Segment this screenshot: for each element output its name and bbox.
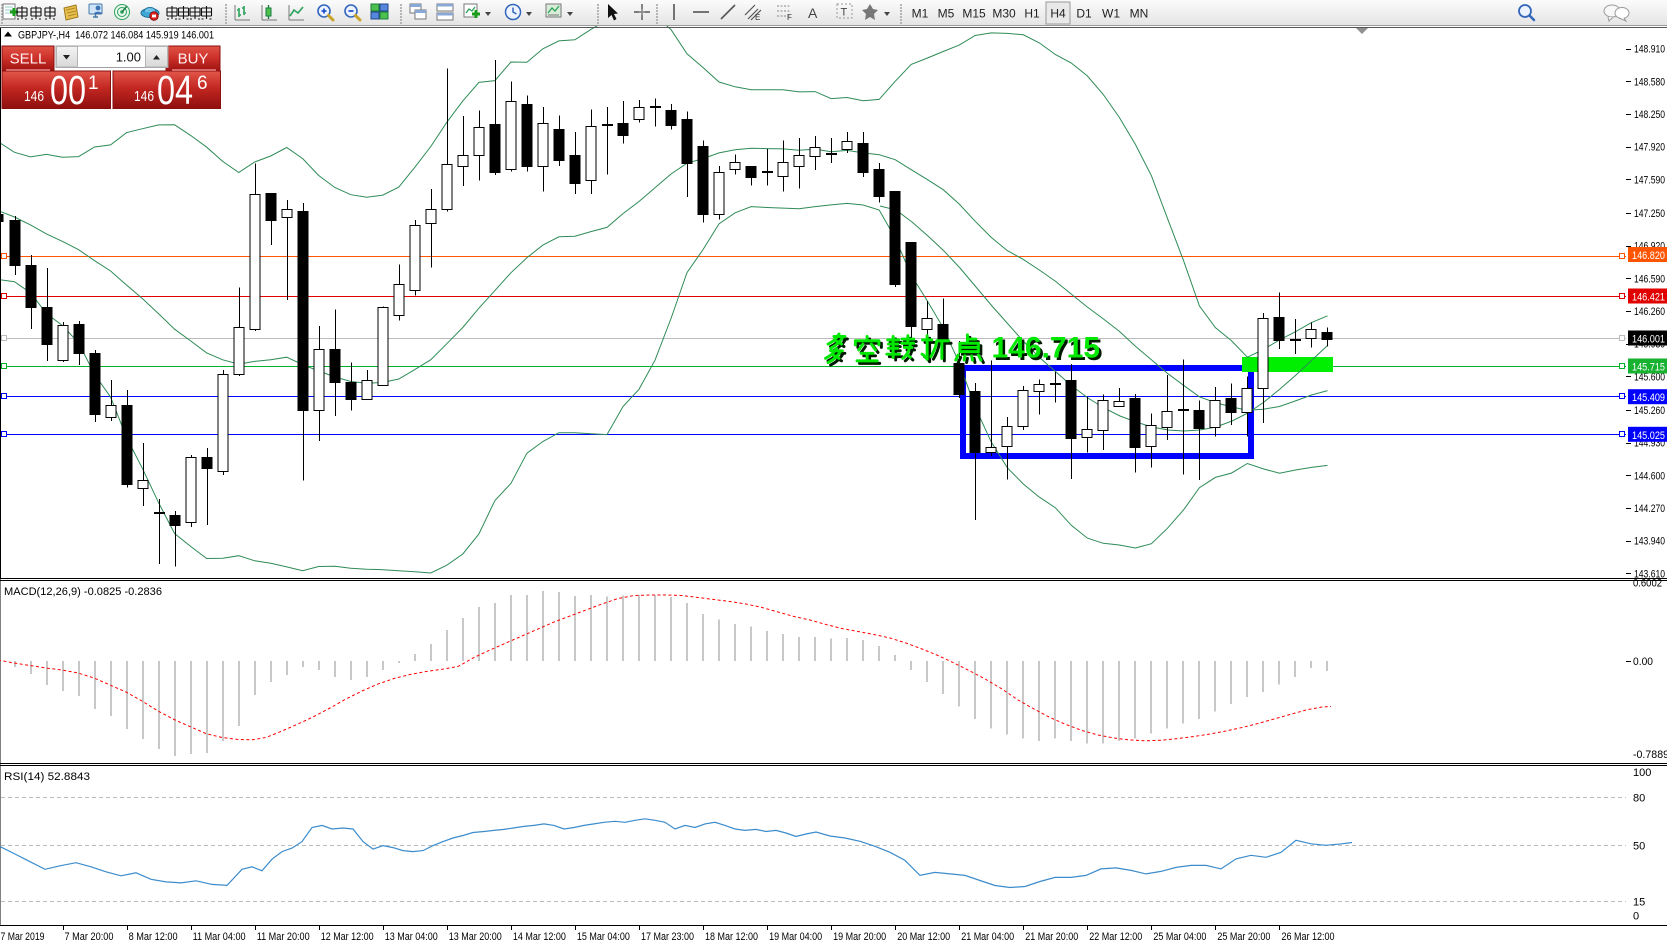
- svg-text:146.421: 146.421: [1632, 292, 1665, 304]
- svg-text:15 Mar 04:00: 15 Mar 04:00: [577, 931, 630, 943]
- svg-text:7 Mar 2019: 7 Mar 2019: [1, 931, 45, 943]
- svg-text:145.025: 145.025: [1632, 430, 1665, 442]
- svg-text:12 Mar 12:00: 12 Mar 12:00: [321, 931, 374, 943]
- svg-text:145.715: 145.715: [1632, 362, 1665, 374]
- svg-text:14 Mar 12:00: 14 Mar 12:00: [513, 931, 566, 943]
- svg-text:H1: H1: [1024, 7, 1040, 21]
- svg-text:RSI(14) 52.8843: RSI(14) 52.8843: [4, 771, 90, 783]
- svg-text:80: 80: [1633, 793, 1645, 805]
- svg-text:22 Mar 12:00: 22 Mar 12:00: [1089, 931, 1142, 943]
- svg-text:0: 0: [1633, 911, 1639, 923]
- svg-text:146.715: 146.715: [992, 332, 1100, 365]
- svg-text:MN: MN: [1130, 7, 1149, 21]
- svg-text:13 Mar 20:00: 13 Mar 20:00: [449, 931, 502, 943]
- svg-text:7 Mar 20:00: 7 Mar 20:00: [65, 931, 114, 943]
- svg-text:146: 146: [134, 89, 154, 105]
- svg-text:148.910: 148.910: [1634, 44, 1665, 56]
- svg-text:04: 04: [157, 67, 193, 113]
- svg-text:6: 6: [197, 73, 208, 94]
- svg-text:11 Mar 04:00: 11 Mar 04:00: [193, 931, 246, 943]
- svg-text:8 Mar 12:00: 8 Mar 12:00: [129, 931, 178, 943]
- svg-text:F: F: [787, 13, 792, 22]
- svg-text:147.250: 147.250: [1634, 208, 1665, 220]
- svg-text:1.00: 1.00: [116, 50, 141, 65]
- svg-text:0.6002: 0.6002: [1633, 578, 1662, 590]
- svg-text:147.920: 147.920: [1634, 142, 1665, 154]
- svg-text:00: 00: [50, 67, 86, 113]
- svg-text:BUY: BUY: [178, 51, 209, 68]
- svg-text:145.409: 145.409: [1632, 392, 1665, 404]
- svg-text:M15: M15: [962, 7, 986, 21]
- svg-text:50: 50: [1633, 841, 1645, 853]
- svg-text:11 Mar 20:00: 11 Mar 20:00: [257, 931, 310, 943]
- svg-text:25 Mar 20:00: 25 Mar 20:00: [1217, 931, 1270, 943]
- svg-text:25 Mar 04:00: 25 Mar 04:00: [1153, 931, 1206, 943]
- svg-text:146.001: 146.001: [1632, 334, 1665, 346]
- svg-text:GBPJPY-,H4 146.072 146.084 14: GBPJPY-,H4 146.072 146.084 145.919 146.0…: [18, 30, 214, 42]
- svg-text:146.715: 146.715: [994, 334, 1102, 367]
- svg-text:145.260: 145.260: [1634, 405, 1665, 417]
- svg-text:1: 1: [88, 73, 99, 94]
- svg-text:13 Mar 04:00: 13 Mar 04:00: [385, 931, 438, 943]
- svg-text:D1: D1: [1076, 7, 1092, 21]
- svg-text:100: 100: [1633, 767, 1651, 779]
- svg-text:M1: M1: [912, 7, 929, 21]
- svg-text:145.600: 145.600: [1634, 371, 1665, 383]
- svg-text:21 Mar 04:00: 21 Mar 04:00: [961, 931, 1014, 943]
- svg-text:0.00: 0.00: [1633, 656, 1653, 668]
- svg-text:MACD(12,26,9) -0.0825 -0.2836: MACD(12,26,9) -0.0825 -0.2836: [4, 586, 162, 598]
- svg-text:15: 15: [1633, 897, 1645, 909]
- svg-text:T: T: [841, 7, 848, 19]
- svg-text:19 Mar 04:00: 19 Mar 04:00: [769, 931, 822, 943]
- svg-text:A: A: [808, 5, 818, 21]
- svg-text:146.820: 146.820: [1632, 250, 1665, 262]
- svg-text:H4: H4: [1050, 7, 1066, 21]
- svg-text:M5: M5: [938, 7, 955, 21]
- svg-text:-0.7889: -0.7889: [1633, 749, 1667, 761]
- svg-text:148.250: 148.250: [1634, 109, 1665, 121]
- svg-text:146.260: 146.260: [1634, 306, 1665, 318]
- svg-text:144.270: 144.270: [1634, 503, 1665, 515]
- svg-text:144.600: 144.600: [1634, 470, 1665, 482]
- svg-text:W1: W1: [1102, 7, 1120, 21]
- svg-text:26 Mar 12:00: 26 Mar 12:00: [1282, 931, 1335, 943]
- svg-text:SELL: SELL: [10, 51, 47, 68]
- svg-text:M30: M30: [992, 7, 1016, 21]
- svg-text:18 Mar 12:00: 18 Mar 12:00: [705, 931, 758, 943]
- svg-text:146: 146: [24, 89, 44, 105]
- svg-text:143.610: 143.610: [1634, 568, 1665, 580]
- svg-text:143.940: 143.940: [1634, 536, 1665, 548]
- svg-text:146.590: 146.590: [1634, 273, 1665, 285]
- svg-text:19 Mar 20:00: 19 Mar 20:00: [833, 931, 886, 943]
- svg-text:E: E: [755, 13, 760, 22]
- svg-text:17 Mar 23:00: 17 Mar 23:00: [641, 931, 694, 943]
- svg-text:148.580: 148.580: [1634, 76, 1665, 88]
- svg-text:147.590: 147.590: [1634, 174, 1665, 186]
- svg-text:21 Mar 20:00: 21 Mar 20:00: [1025, 931, 1078, 943]
- svg-text:20 Mar 12:00: 20 Mar 12:00: [897, 931, 950, 943]
